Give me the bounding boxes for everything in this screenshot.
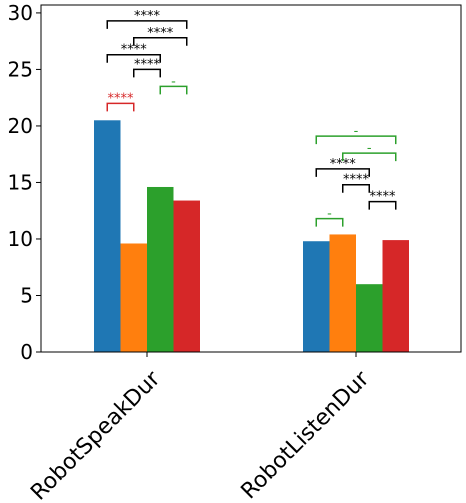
significance-label: **** [330, 157, 357, 172]
bar-RobotListenDur-series-3 [356, 284, 383, 352]
y-tick-label: 0 [20, 340, 33, 364]
x-tick-label: RobotListenDur [237, 366, 375, 503]
bar-RobotListenDur-series-1 [303, 241, 330, 352]
significance-bracket [106, 53, 161, 63]
significance-bracket [315, 217, 344, 227]
bar-RobotSpeakDur-series-2 [120, 243, 147, 352]
significance-annotations: ****-****************-************-- [106, 9, 397, 227]
significance-label: **** [343, 173, 370, 188]
significance-bracket [315, 135, 397, 145]
significance-bracket [133, 37, 188, 46]
significance-bracket [106, 102, 135, 112]
bar-RobotSpeakDur-series-1 [94, 120, 121, 352]
bar-RobotListenDur-series-4 [382, 240, 409, 352]
significance-label: **** [134, 9, 161, 24]
y-axis: 0 5 10 15 20 25 30 [8, 1, 41, 364]
significance-label: - [367, 141, 372, 156]
significance-label: **** [108, 91, 135, 106]
bar-RobotListenDur-series-2 [329, 234, 356, 352]
significance-bracket [342, 152, 397, 162]
bars-layer [94, 120, 409, 352]
y-tick-label: 15 [8, 170, 33, 194]
significance-label: **** [370, 190, 397, 205]
significance-label: **** [147, 26, 174, 41]
significance-label: **** [134, 57, 161, 72]
y-tick-label: 5 [20, 283, 33, 307]
significance-bracket [368, 200, 397, 210]
y-tick-label: 30 [8, 1, 33, 25]
bar-RobotSpeakDur-series-4 [173, 200, 200, 352]
significance-bracket [315, 168, 370, 177]
significance-label: - [327, 207, 332, 222]
significance-bracket [159, 85, 188, 95]
y-tick-label: 25 [8, 57, 33, 81]
x-tick-label: RobotSpeakDur [26, 366, 166, 503]
significance-label: - [354, 124, 359, 139]
plot-frame [40, 4, 462, 353]
significance-label: **** [121, 43, 148, 58]
significance-label: - [171, 74, 176, 89]
y-tick-label: 20 [8, 114, 33, 138]
y-tick-label: 10 [8, 227, 33, 251]
bar-RobotSpeakDur-series-3 [147, 186, 174, 352]
x-axis: RobotSpeakDur RobotListenDur [26, 352, 375, 503]
significance-bracket [133, 68, 161, 78]
significance-bracket [342, 183, 370, 193]
significance-bracket [106, 20, 188, 29]
